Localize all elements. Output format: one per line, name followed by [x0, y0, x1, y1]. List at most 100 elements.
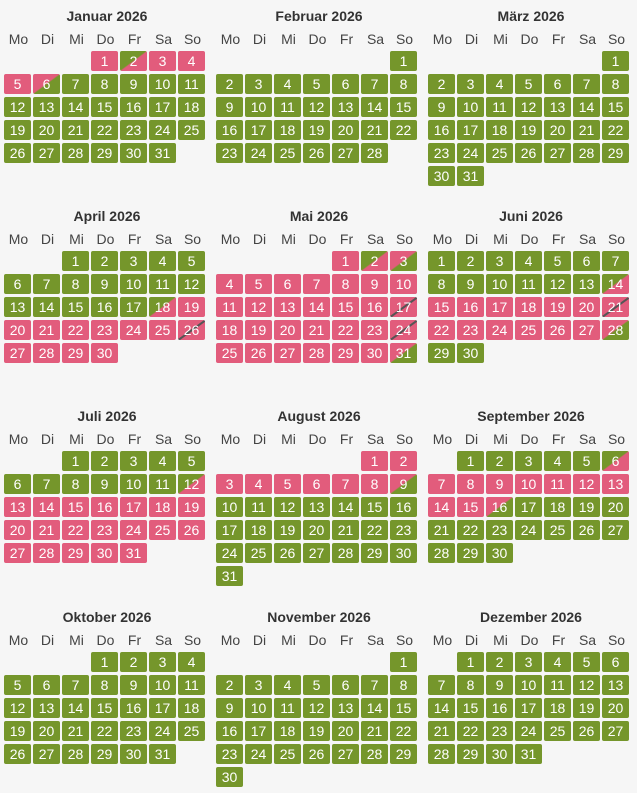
day-cell[interactable]: 20 [602, 698, 629, 718]
day-cell[interactable]: 3 [457, 74, 484, 94]
day-cell[interactable]: 13 [573, 274, 600, 294]
day-cell[interactable]: 6 [4, 274, 31, 294]
day-cell[interactable]: 3 [120, 451, 147, 471]
day-cell[interactable]: 17 [120, 497, 147, 517]
day-cell[interactable]: 29 [457, 543, 484, 563]
day-cell[interactable]: 27 [573, 320, 600, 340]
day-cell[interactable]: 25 [216, 343, 243, 363]
day-cell[interactable]: 26 [4, 143, 31, 163]
day-cell[interactable]: 24 [515, 721, 542, 741]
day-cell[interactable]: 10 [245, 698, 272, 718]
day-cell[interactable]: 15 [91, 698, 118, 718]
day-cell[interactable]: 28 [361, 744, 388, 764]
day-cell[interactable]: 26 [303, 744, 330, 764]
day-cell[interactable]: 29 [602, 143, 629, 163]
day-cell[interactable]: 13 [303, 497, 330, 517]
day-cell[interactable]: 21 [303, 320, 330, 340]
day-cell[interactable]: 28 [303, 343, 330, 363]
day-cell[interactable]: 15 [457, 698, 484, 718]
day-cell[interactable]: 16 [390, 497, 417, 517]
day-cell[interactable]: 6 [274, 274, 301, 294]
day-cell[interactable]: 16 [120, 698, 147, 718]
day-cell[interactable]: 18 [178, 698, 205, 718]
day-cell[interactable]: 12 [4, 97, 31, 117]
day-cell[interactable]: 2 [457, 251, 484, 271]
day-cell[interactable]: 14 [361, 698, 388, 718]
day-cell[interactable]: 26 [245, 343, 272, 363]
day-cell[interactable]: 25 [245, 543, 272, 563]
day-cell[interactable]: 25 [149, 520, 176, 540]
day-cell[interactable]: 30 [361, 343, 388, 363]
day-cell[interactable]: 23 [91, 320, 118, 340]
day-cell[interactable]: 9 [120, 675, 147, 695]
day-cell[interactable]: 31 [390, 343, 417, 363]
day-cell[interactable]: 11 [178, 675, 205, 695]
day-cell[interactable]: 29 [390, 744, 417, 764]
day-cell[interactable]: 22 [390, 721, 417, 741]
day-cell[interactable]: 10 [120, 274, 147, 294]
day-cell[interactable]: 19 [515, 120, 542, 140]
day-cell[interactable]: 5 [178, 251, 205, 271]
day-cell[interactable]: 16 [457, 297, 484, 317]
day-cell[interactable]: 17 [245, 120, 272, 140]
day-cell[interactable]: 7 [62, 74, 89, 94]
day-cell[interactable]: 13 [4, 297, 31, 317]
day-cell[interactable]: 3 [245, 675, 272, 695]
day-cell[interactable]: 6 [602, 451, 629, 471]
day-cell[interactable]: 14 [602, 274, 629, 294]
day-cell[interactable]: 5 [274, 474, 301, 494]
day-cell[interactable]: 26 [573, 721, 600, 741]
day-cell[interactable]: 4 [149, 251, 176, 271]
day-cell[interactable]: 1 [62, 251, 89, 271]
day-cell[interactable]: 6 [332, 74, 359, 94]
day-cell[interactable]: 9 [486, 675, 513, 695]
day-cell[interactable]: 6 [602, 652, 629, 672]
day-cell[interactable]: 18 [178, 97, 205, 117]
day-cell[interactable]: 17 [245, 721, 272, 741]
day-cell[interactable]: 29 [91, 143, 118, 163]
day-cell[interactable]: 29 [332, 343, 359, 363]
day-cell[interactable]: 24 [216, 543, 243, 563]
day-cell[interactable]: 8 [91, 675, 118, 695]
day-cell[interactable]: 24 [515, 520, 542, 540]
day-cell[interactable]: 10 [486, 274, 513, 294]
day-cell[interactable]: 19 [245, 320, 272, 340]
day-cell[interactable]: 18 [544, 497, 571, 517]
day-cell[interactable]: 7 [361, 74, 388, 94]
day-cell[interactable]: 20 [573, 297, 600, 317]
day-cell[interactable]: 7 [303, 274, 330, 294]
day-cell[interactable]: 16 [428, 120, 455, 140]
day-cell[interactable]: 16 [486, 698, 513, 718]
day-cell[interactable]: 26 [4, 744, 31, 764]
day-cell[interactable]: 9 [428, 97, 455, 117]
day-cell[interactable]: 21 [428, 520, 455, 540]
day-cell[interactable]: 2 [486, 652, 513, 672]
day-cell[interactable]: 16 [216, 721, 243, 741]
day-cell[interactable]: 12 [245, 297, 272, 317]
day-cell[interactable]: 19 [573, 698, 600, 718]
day-cell[interactable]: 31 [120, 543, 147, 563]
day-cell[interactable]: 22 [91, 120, 118, 140]
day-cell[interactable]: 18 [486, 120, 513, 140]
day-cell[interactable]: 22 [361, 520, 388, 540]
day-cell[interactable]: 16 [91, 297, 118, 317]
day-cell[interactable]: 1 [62, 451, 89, 471]
day-cell[interactable]: 27 [544, 143, 571, 163]
day-cell[interactable]: 13 [33, 698, 60, 718]
day-cell[interactable]: 30 [486, 744, 513, 764]
day-cell[interactable]: 10 [149, 675, 176, 695]
day-cell[interactable]: 17 [149, 698, 176, 718]
day-cell[interactable]: 24 [149, 120, 176, 140]
day-cell[interactable]: 15 [62, 297, 89, 317]
day-cell[interactable]: 5 [303, 74, 330, 94]
day-cell[interactable]: 3 [515, 451, 542, 471]
day-cell[interactable]: 11 [544, 675, 571, 695]
day-cell[interactable]: 4 [515, 251, 542, 271]
day-cell[interactable]: 5 [544, 251, 571, 271]
day-cell[interactable]: 14 [62, 698, 89, 718]
day-cell[interactable]: 27 [602, 520, 629, 540]
day-cell[interactable]: 19 [178, 297, 205, 317]
day-cell[interactable]: 16 [486, 497, 513, 517]
day-cell[interactable]: 20 [303, 520, 330, 540]
day-cell[interactable]: 23 [428, 143, 455, 163]
